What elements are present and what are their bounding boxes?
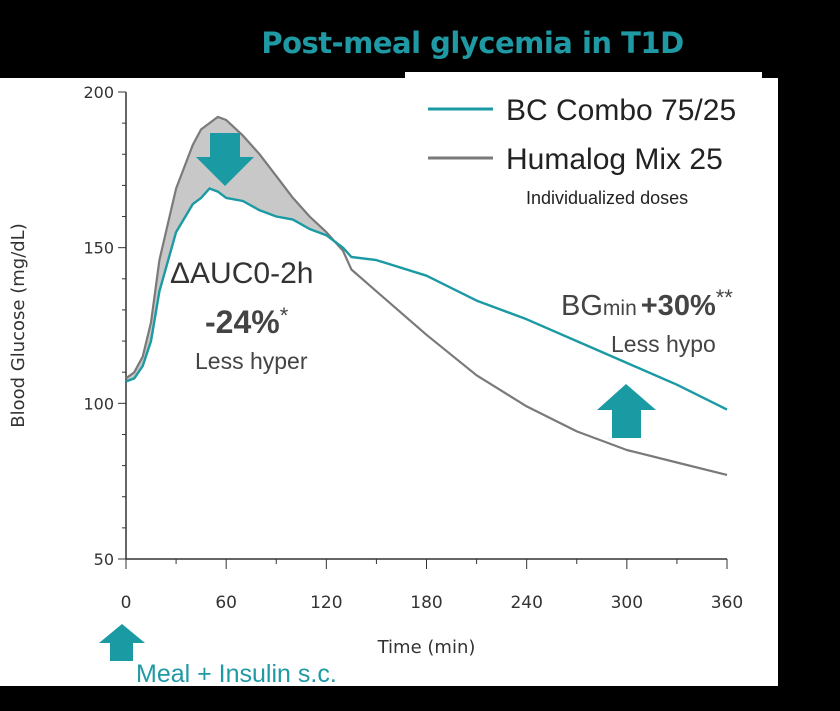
- series-line-humalog: [125, 115, 728, 476]
- auc-star: *: [280, 303, 289, 328]
- auc-value: -24%: [205, 304, 280, 340]
- y-axis-label: Blood Glucose (mg/dL): [8, 223, 29, 428]
- x-tick-label: 240: [510, 593, 542, 613]
- legend-label-bc: BC Combo 75/25: [506, 94, 736, 127]
- bg-subscript: min: [603, 297, 637, 320]
- auc-label: ΔAUC: [170, 257, 253, 290]
- bg-label: BG: [561, 290, 603, 322]
- auc-value-annotation: -24%*: [205, 303, 289, 340]
- chart-panel: [0, 78, 778, 686]
- bg-min-annotation: BGmin +30%**: [561, 285, 733, 322]
- y-tick-label: 100: [83, 394, 114, 413]
- bg-star: **: [716, 285, 734, 310]
- y-tick-label: 50: [94, 550, 114, 569]
- y-tick-label: 200: [83, 83, 114, 102]
- up-arrow-icon: [597, 384, 656, 438]
- meal-up-arrow-icon: [99, 624, 145, 661]
- down-arrow-icon: [196, 133, 254, 186]
- less-hyper-label: Less hyper: [195, 348, 308, 374]
- meal-insulin-caption: Meal + Insulin s.c.: [136, 660, 337, 688]
- area-difference-fill: [126, 116, 344, 382]
- less-hypo-label: Less hypo: [611, 331, 716, 357]
- bg-value: +30%: [641, 290, 716, 322]
- axes: 50 100 150 200 0 60 120 180 240 300 360 Time (min) B…: [8, 83, 743, 658]
- x-tick-label: 0: [121, 593, 132, 613]
- auc-subscript: 0-2h: [253, 257, 313, 290]
- legend-note: Individualized doses: [526, 188, 688, 208]
- x-tick-label: 180: [410, 593, 442, 613]
- series-lines: [125, 115, 728, 476]
- x-tick-label: 60: [215, 593, 237, 613]
- x-tick-label: 300: [611, 593, 643, 613]
- legend-label-humalog: Humalog Mix 25: [506, 143, 723, 176]
- auc-annotation: ΔAUC0-2h: [170, 257, 313, 290]
- x-axis-label: Time (min): [377, 637, 476, 658]
- x-tick-label: 360: [711, 593, 743, 613]
- y-tick-label: 150: [83, 239, 114, 258]
- header-band: [405, 72, 762, 79]
- chart-title: Post-meal glycemia in T1D: [261, 26, 684, 60]
- series-line-bc-combo: [125, 187, 728, 411]
- x-tick-label: 120: [310, 593, 342, 613]
